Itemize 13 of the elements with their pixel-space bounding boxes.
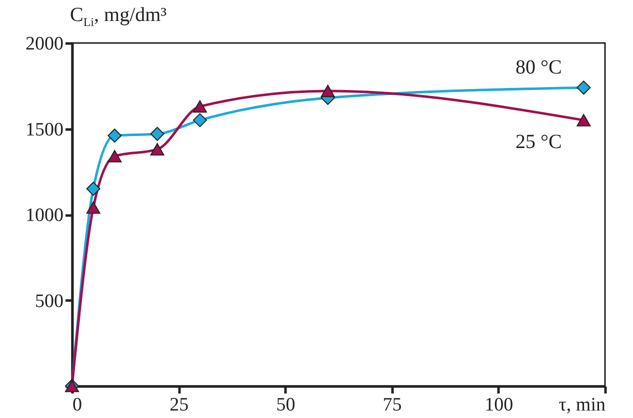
x-tick-label: 75 — [382, 394, 402, 416]
series-label: 80 °C — [516, 56, 562, 79]
x-tick-label: τ, min — [558, 394, 606, 416]
y-tick-label: 500 — [35, 290, 64, 312]
x-tick-label: 0 — [72, 394, 82, 416]
x-tick-label: 25 — [170, 394, 189, 416]
y-tick-label: 1000 — [26, 205, 64, 226]
series-label: 25 °C — [516, 131, 562, 154]
x-tick-label: 100 — [484, 394, 514, 416]
y-tick-label: 2000 — [26, 34, 64, 54]
y-tick-label: 1500 — [26, 119, 64, 140]
y-axis-title: C$_{Li}$, mg/dm³ — [70, 4, 167, 30]
x-tick-label: 50 — [276, 394, 296, 416]
